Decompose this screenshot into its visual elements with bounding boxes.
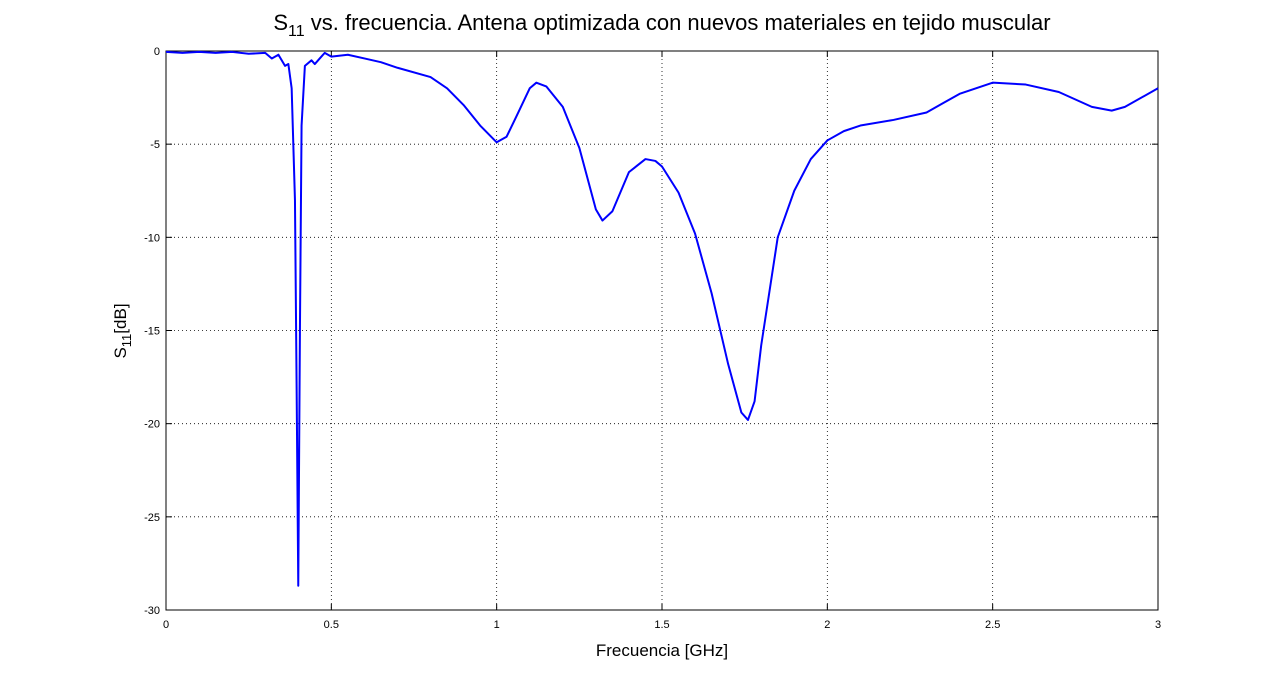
y-tick-label: -5 xyxy=(150,139,160,151)
y-tick-label: -10 xyxy=(144,232,160,244)
x-tick-label: 0 xyxy=(163,619,169,631)
y-tick-label: -20 xyxy=(144,419,160,431)
ylabel-text: [dB] xyxy=(111,303,130,333)
x-tick-label: 2.5 xyxy=(985,619,1000,631)
title-text: vs. frecuencia. Antena optimizada con nu… xyxy=(305,10,1051,35)
x-tick-label: 1 xyxy=(494,619,500,631)
y-tick-label: 0 xyxy=(154,46,160,58)
x-tick-label: 3 xyxy=(1155,619,1161,631)
ylabel-subscript: 11 xyxy=(119,334,134,348)
title-base: S xyxy=(273,10,288,35)
data-line xyxy=(165,50,1159,587)
ylabel-base: S xyxy=(111,347,130,358)
chart-title: S11 vs. frecuencia. Antena optimizada co… xyxy=(273,10,1050,40)
title-subscript: 11 xyxy=(288,23,305,40)
x-axis-label: Frecuencia [GHz] xyxy=(596,641,728,660)
axes-box xyxy=(165,50,1159,611)
x-tick-label: 1.5 xyxy=(654,619,669,631)
y-tick-label: -30 xyxy=(144,605,160,617)
y-tick-label: -15 xyxy=(144,326,160,338)
y-tick-label: -25 xyxy=(144,512,160,524)
x-tick-label: 2 xyxy=(824,619,830,631)
y-axis-label: S11[dB] xyxy=(111,303,134,358)
x-tick-label: 0.5 xyxy=(324,619,339,631)
